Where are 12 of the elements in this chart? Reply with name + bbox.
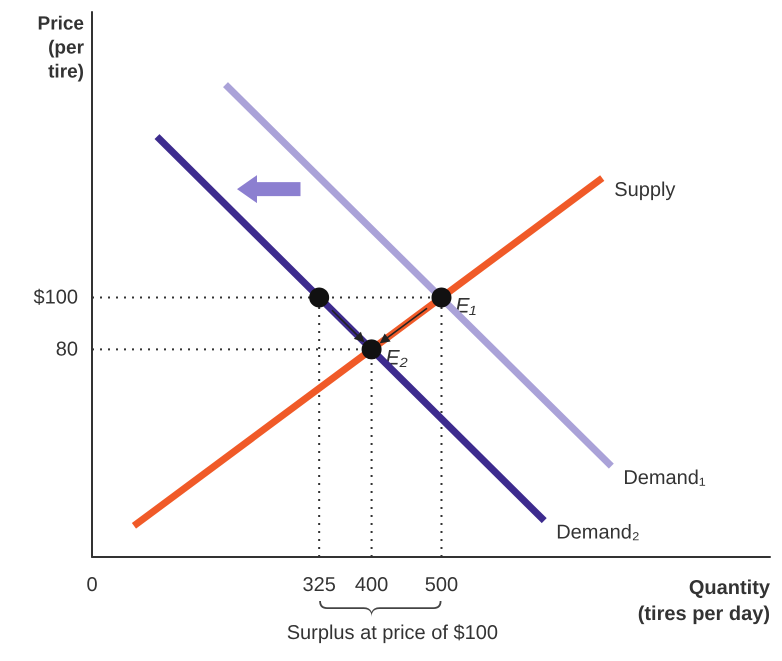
x-axis-title: Quantity (tires per day) bbox=[638, 577, 771, 625]
x-tick-label: 500 bbox=[424, 574, 458, 596]
x-tick-label: 325 bbox=[302, 574, 336, 596]
text: Surplus at price of $100 bbox=[286, 622, 498, 644]
series-label: Demand₁ bbox=[623, 467, 706, 490]
y-axis-title: Price (per tire) bbox=[38, 14, 85, 82]
x-tick-label: 400 bbox=[354, 574, 388, 596]
x-tick-label: 0 bbox=[86, 574, 98, 596]
series-label: Supply bbox=[614, 179, 676, 202]
y-tick-label: 80 bbox=[56, 338, 78, 360]
y-tick-label: $100 bbox=[34, 286, 78, 308]
series-label: Demand₂ bbox=[556, 522, 640, 544]
